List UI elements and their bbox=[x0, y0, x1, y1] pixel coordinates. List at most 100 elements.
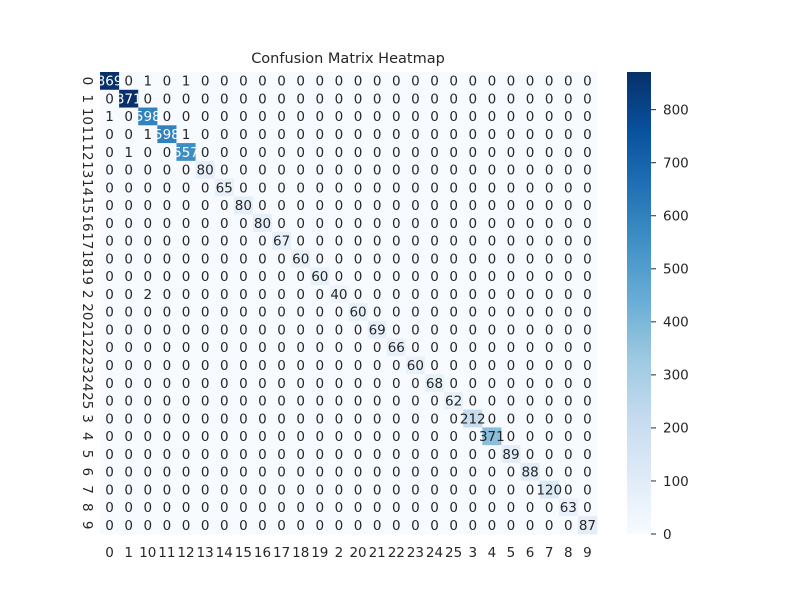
heatmap-cell bbox=[291, 89, 311, 108]
cell-value-label: 0 bbox=[449, 447, 458, 463]
cell-value-label: 0 bbox=[163, 251, 172, 267]
heatmap-cell bbox=[520, 143, 541, 162]
cell-value-label: 0 bbox=[449, 109, 458, 125]
cell-value-label: 0 bbox=[201, 127, 210, 143]
heatmap-cell bbox=[291, 374, 311, 393]
cell-value-label: 0 bbox=[526, 376, 535, 392]
heatmap-cell bbox=[329, 231, 349, 251]
cell-value-label: 0 bbox=[316, 358, 325, 374]
heatmap-cell bbox=[367, 374, 388, 393]
heatmap-cell bbox=[558, 214, 579, 233]
heatmap-cell bbox=[463, 409, 483, 428]
cell-value-label: 0 bbox=[182, 465, 191, 481]
heatmap-cell bbox=[405, 231, 426, 251]
cell-value-label: 0 bbox=[526, 340, 535, 356]
heatmap-cell bbox=[558, 107, 579, 126]
heatmap-cell bbox=[367, 72, 388, 91]
cell-value-label: 0 bbox=[277, 465, 286, 481]
heatmap-cell bbox=[329, 480, 349, 499]
cell-value-label: 0 bbox=[526, 145, 535, 161]
heatmap-cell bbox=[119, 231, 139, 251]
cell-value-label: 0 bbox=[143, 198, 152, 214]
heatmap-cell bbox=[176, 480, 196, 499]
heatmap-cell bbox=[463, 320, 483, 339]
heatmap-cell bbox=[386, 214, 407, 233]
heatmap-cell bbox=[424, 303, 445, 322]
cell-value-label: 0 bbox=[411, 251, 420, 267]
colorbar-tick-label: 100 bbox=[663, 474, 689, 490]
heatmap-cell bbox=[463, 196, 483, 215]
cell-value-label: 0 bbox=[449, 482, 458, 498]
cell-value-label: 0 bbox=[430, 91, 439, 107]
heatmap-cell bbox=[272, 516, 292, 535]
cell-value-label: 0 bbox=[430, 145, 439, 161]
cell-value-label: 0 bbox=[143, 394, 152, 410]
heatmap-cell bbox=[463, 338, 483, 357]
heatmap-cell bbox=[367, 178, 388, 197]
heatmap-cell bbox=[138, 178, 158, 197]
heatmap-cell bbox=[252, 125, 273, 144]
cell-value-label: 0 bbox=[201, 358, 210, 374]
heatmap-cell bbox=[482, 374, 502, 393]
heatmap-cell bbox=[501, 356, 521, 375]
cell-value-label: 0 bbox=[507, 127, 516, 143]
cell-value-label: 0 bbox=[411, 376, 420, 392]
cell-value-label: 0 bbox=[392, 216, 401, 232]
heatmap-cell bbox=[520, 178, 541, 197]
heatmap-cell bbox=[501, 374, 521, 393]
heatmap-cell bbox=[252, 374, 273, 393]
cell-value-label: 63 bbox=[560, 500, 577, 516]
cell-value-label: 0 bbox=[468, 180, 477, 196]
cell-value-label: 0 bbox=[201, 180, 210, 196]
cell-value-label: 0 bbox=[526, 429, 535, 445]
heatmap-cell bbox=[252, 427, 273, 446]
heatmap-cell bbox=[367, 391, 388, 411]
heatmap-cell bbox=[252, 89, 273, 108]
heatmap-cell bbox=[367, 196, 388, 215]
cell-value-label: 0 bbox=[583, 465, 592, 481]
cell-value-label: 0 bbox=[220, 447, 229, 463]
heatmap-cell bbox=[176, 285, 196, 304]
heatmap-cell bbox=[176, 409, 196, 428]
heatmap-cell bbox=[482, 267, 502, 286]
heatmap-cell bbox=[367, 498, 388, 517]
heatmap-cell bbox=[329, 89, 349, 108]
cell-value-label: 0 bbox=[105, 198, 114, 214]
x-tick-label: 23 bbox=[407, 545, 424, 561]
cell-value-label: 0 bbox=[163, 358, 172, 374]
heatmap-cell bbox=[501, 320, 521, 339]
cell-value-label: 0 bbox=[488, 322, 497, 338]
heatmap-cell bbox=[195, 267, 216, 286]
heatmap-cell bbox=[100, 409, 120, 428]
heatmap-cell bbox=[558, 143, 579, 162]
cell-value-label: 0 bbox=[335, 500, 344, 516]
cell-value-label: 0 bbox=[545, 287, 554, 303]
cell-value-label: 0 bbox=[277, 198, 286, 214]
heatmap-cell bbox=[405, 125, 426, 144]
cell-value-label: 0 bbox=[564, 358, 573, 374]
cell-value-label: 0 bbox=[564, 482, 573, 498]
heatmap-cell bbox=[252, 320, 273, 339]
cell-value-label: 0 bbox=[105, 376, 114, 392]
cell-value-label: 0 bbox=[583, 411, 592, 427]
heatmap-cell bbox=[482, 462, 502, 482]
cell-value-label: 0 bbox=[182, 180, 191, 196]
cell-value-label: 0 bbox=[488, 465, 497, 481]
heatmap-cell bbox=[233, 160, 254, 180]
cell-value-label: 0 bbox=[201, 394, 210, 410]
cell-value-label: 0 bbox=[430, 198, 439, 214]
cell-value-label: 0 bbox=[392, 411, 401, 427]
cell-value-label: 0 bbox=[526, 500, 535, 516]
heatmap-cell bbox=[214, 214, 235, 233]
cell-value-label: 0 bbox=[468, 394, 477, 410]
cell-value-label: 0 bbox=[258, 322, 267, 338]
cell-value-label: 0 bbox=[430, 394, 439, 410]
heatmap-cell bbox=[329, 409, 349, 428]
heatmap-cell bbox=[405, 178, 426, 197]
heatmap-cell bbox=[214, 374, 235, 393]
cell-value-label: 0 bbox=[316, 216, 325, 232]
cell-value-label: 0 bbox=[449, 465, 458, 481]
heatmap-cell bbox=[214, 178, 235, 197]
heatmap-cell bbox=[520, 72, 541, 91]
heatmap-cell bbox=[424, 427, 445, 446]
